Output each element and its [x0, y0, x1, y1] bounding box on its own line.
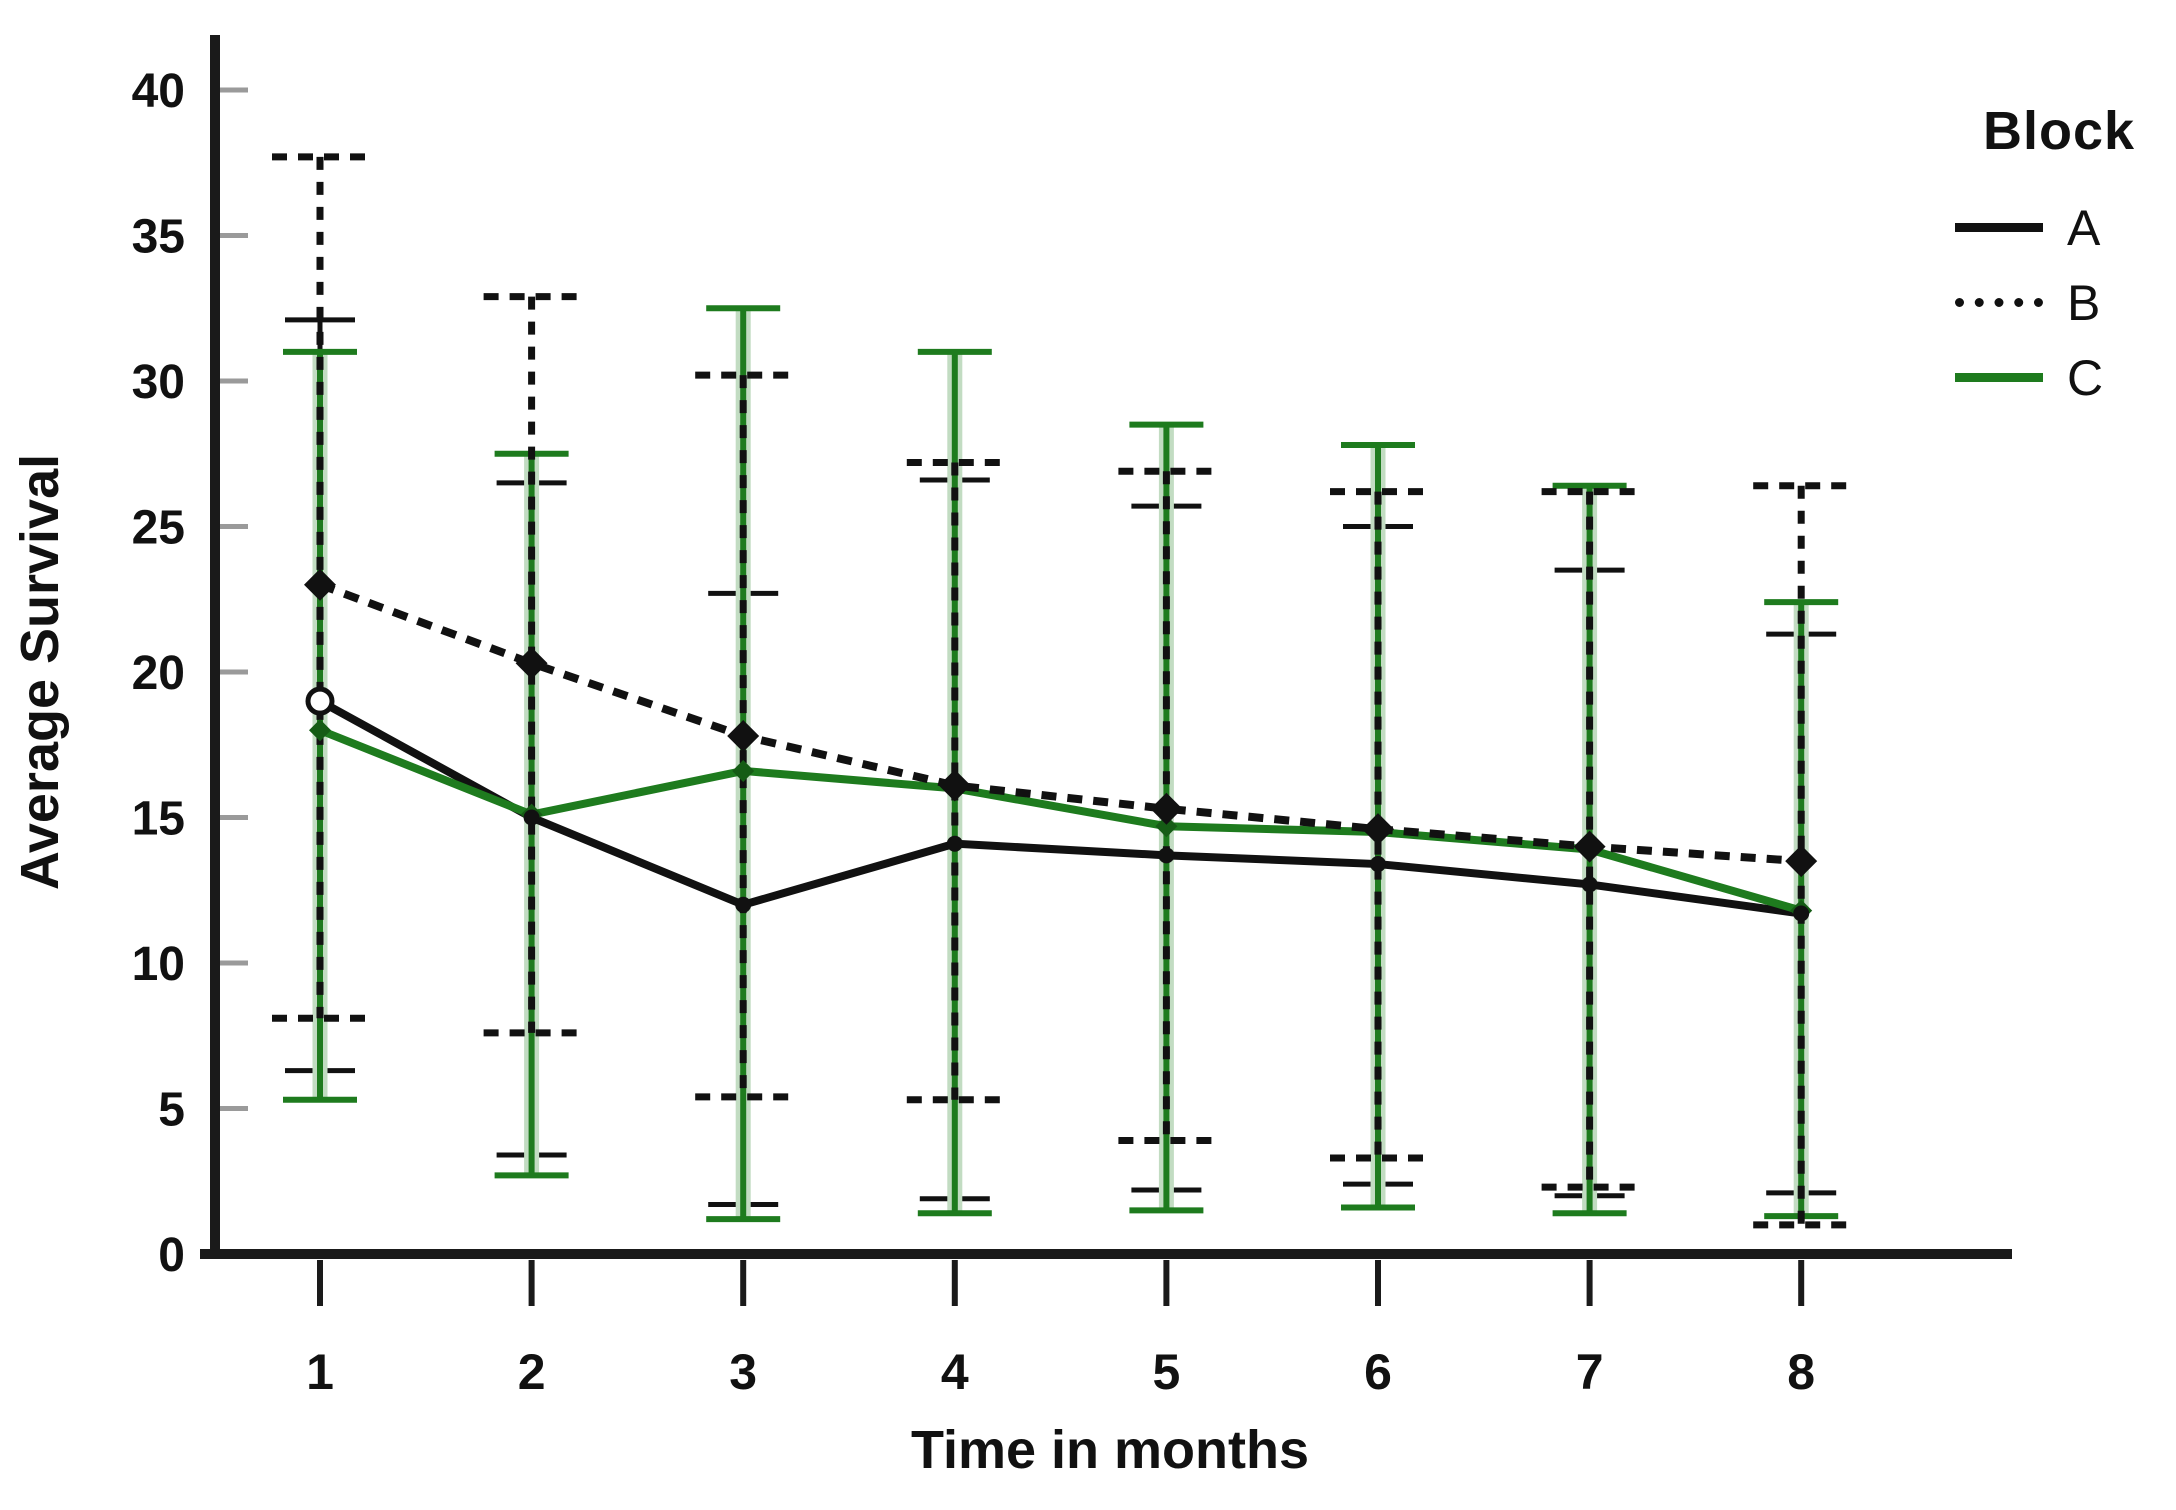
x-tick-label: 3: [729, 1344, 757, 1400]
marker-A-circle: [1581, 876, 1598, 893]
x-tick-label: 7: [1576, 1344, 1604, 1400]
marker-A-circle: [735, 896, 752, 913]
y-tick-label: 30: [132, 356, 185, 409]
marker-B-diamond: [1785, 845, 1818, 878]
marker-A-open-circle: [305, 686, 335, 716]
y-tick-label: 40: [132, 65, 185, 118]
y-tick-label: 15: [132, 793, 185, 846]
marker-B-diamond: [727, 720, 760, 753]
series-line-A: [318, 697, 1802, 918]
axes: [200, 35, 2012, 1259]
markers: [304, 568, 1818, 922]
error-bars-C: [283, 305, 1839, 1223]
y-tick-label: 0: [158, 1229, 185, 1282]
legend-swatch-solid-black: [1955, 223, 2043, 232]
legend-item-A: A: [1955, 190, 2175, 265]
y-axis-title: Average Survival: [10, 454, 70, 890]
y-tick-label: 10: [132, 938, 185, 991]
legend-item-B: B: [1955, 265, 2175, 340]
x-tick-label: 5: [1152, 1344, 1180, 1400]
marker-A-circle: [946, 835, 963, 852]
x-axis-title: Time in months: [911, 1420, 1309, 1480]
series-line-B: [318, 580, 1802, 866]
y-tick-label: 20: [132, 647, 185, 700]
marker-B-diamond: [1362, 813, 1394, 846]
y-tick-label: 5: [158, 1084, 185, 1137]
marker-C-diamond: [732, 759, 755, 782]
x-tick-label: 1: [306, 1344, 334, 1400]
error-bars-B: [272, 153, 1850, 1229]
y-tick-label: 25: [132, 502, 185, 555]
y-ticks: 0 5 10 15 20 25 30 35 40: [132, 65, 248, 1282]
marker-B-diamond: [938, 769, 971, 802]
legend-item-C: C: [1955, 340, 2175, 415]
legend-label: A: [2067, 199, 2101, 256]
x-tick-label: 2: [518, 1344, 546, 1400]
x-ticks: 1 2 3 4 5 6 7 8: [306, 1260, 1815, 1400]
legend-swatch-solid-green: [1955, 373, 2043, 382]
legend-label: C: [2067, 349, 2104, 406]
marker-A-circle: [1158, 847, 1175, 864]
marker-A-circle: [1793, 905, 1810, 922]
legend-swatch-dotted-black: [1955, 298, 2043, 307]
marker-A-circle: [523, 809, 540, 826]
series-line-C: [318, 726, 1803, 915]
legend-label: B: [2067, 274, 2101, 331]
x-tick-label: 8: [1787, 1344, 1815, 1400]
legend-title: Block: [1983, 101, 2136, 161]
marker-C-diamond: [1155, 815, 1178, 838]
marker-B-diamond: [1573, 830, 1606, 863]
y-tick-label: 35: [132, 211, 185, 264]
marker-B-diamond: [304, 568, 336, 601]
marker-B-diamond: [515, 647, 548, 680]
x-tick-label: 4: [941, 1344, 969, 1400]
marker-C-diamond: [309, 719, 331, 742]
marker-A-circle: [1370, 856, 1386, 873]
x-tick-label: 6: [1364, 1344, 1392, 1400]
marker-B-diamond: [1150, 792, 1183, 825]
